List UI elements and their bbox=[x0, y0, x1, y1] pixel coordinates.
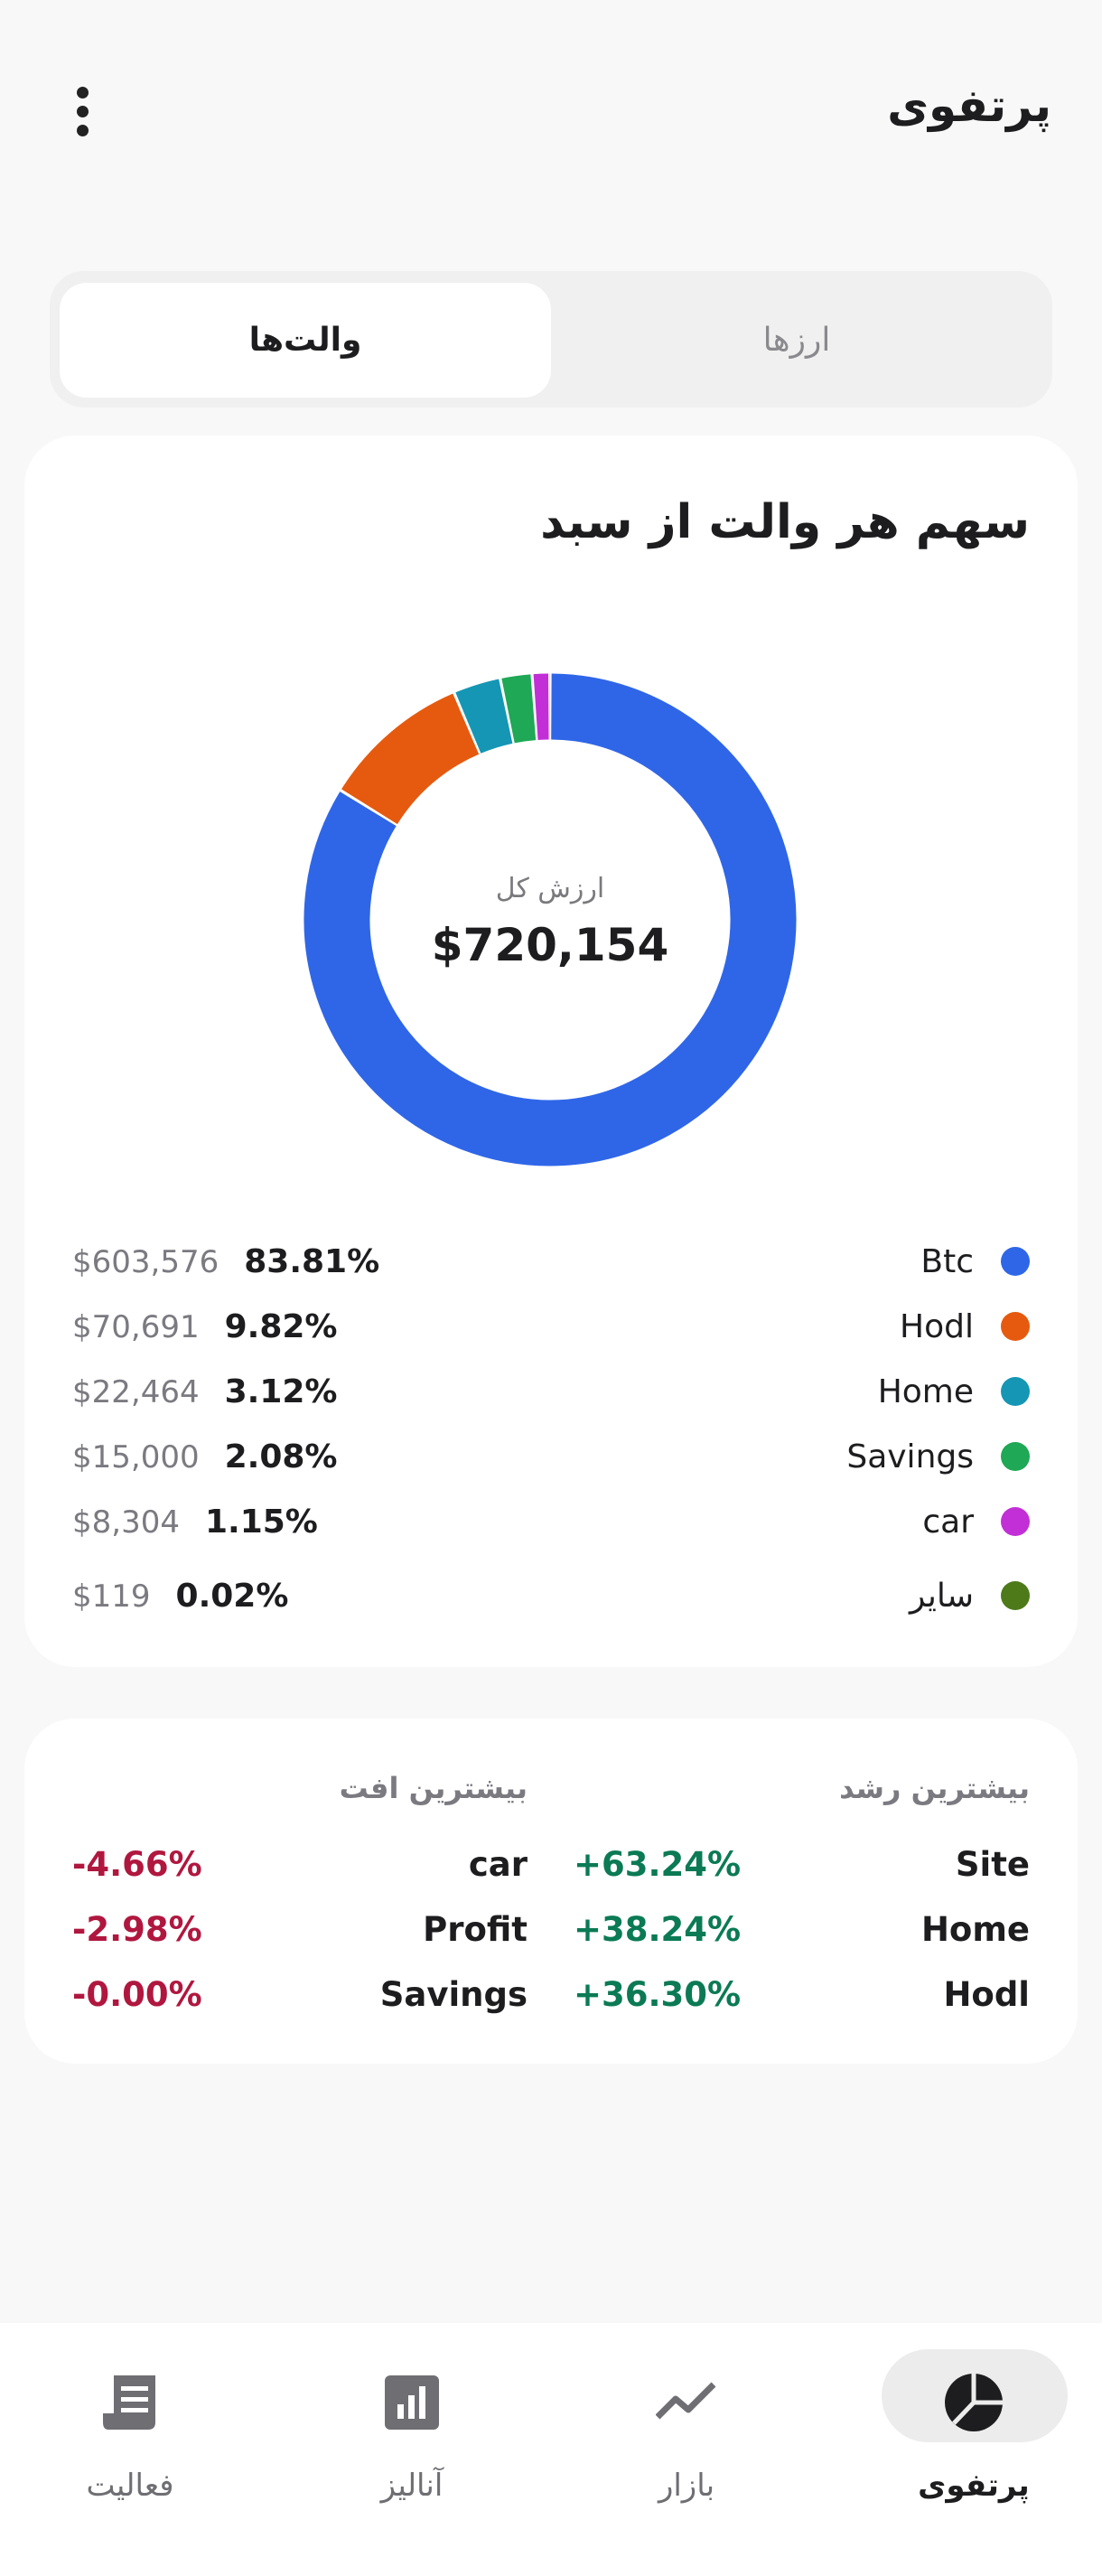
legend: $603,576 83.81% Btc $70,691 9.82% Hodl $22,464… bbox=[72, 1229, 1030, 1628]
tab-coins[interactable]: ارزها bbox=[762, 322, 831, 359]
legend-name: Btc bbox=[920, 1243, 1030, 1280]
movers-card bbox=[24, 1719, 1078, 2064]
wallet-share: 0.02% bbox=[175, 1577, 289, 1615]
tab-bar: والت‌ها ارزها bbox=[50, 271, 1052, 407]
gainer-change: +38.24% bbox=[574, 1910, 742, 1949]
loser-name: Savings bbox=[379, 1975, 528, 2014]
losers-title: بیشترین افت bbox=[339, 1771, 528, 1805]
legend-values: $15,000 2.08% bbox=[72, 1438, 338, 1475]
legend-name: سایر bbox=[910, 1578, 1030, 1615]
legend-name: Hodl bbox=[900, 1308, 1030, 1345]
total-value: $720,154 bbox=[431, 919, 669, 971]
card-title: سهم هر والت از سبد bbox=[540, 495, 1030, 549]
legend-row: $603,576 83.81% Btc bbox=[72, 1229, 1030, 1294]
total-label: ارزش کل bbox=[495, 873, 605, 904]
wallet-share: 2.08% bbox=[224, 1438, 338, 1475]
legend-dot bbox=[1001, 1442, 1030, 1471]
donut-segment bbox=[501, 674, 537, 744]
legend-dot bbox=[1001, 1312, 1030, 1341]
nav-market[interactable]: بازار bbox=[578, 2323, 795, 2576]
gainer-name: Hodl bbox=[943, 1975, 1030, 2014]
wallet-amount: $119 bbox=[72, 1578, 151, 1615]
legend-row: $22,464 3.12% Home bbox=[72, 1359, 1030, 1424]
wallet-amount: $8,304 bbox=[72, 1503, 180, 1541]
donut-segment bbox=[304, 673, 797, 1166]
nav-label: بازار bbox=[658, 2468, 715, 2504]
wallet-name: Home bbox=[877, 1372, 974, 1410]
menu-button[interactable] bbox=[72, 87, 92, 144]
wallet-name: Hodl bbox=[900, 1307, 974, 1345]
tab-wallets[interactable]: والت‌ها bbox=[60, 283, 551, 398]
loser-change: -0.00% bbox=[72, 1975, 202, 2014]
legend-values: $603,576 83.81% bbox=[72, 1243, 379, 1280]
wallet-name: Savings bbox=[846, 1438, 974, 1475]
legend-name: Savings bbox=[846, 1438, 1030, 1475]
legend-values: $22,464 3.12% bbox=[72, 1373, 338, 1410]
bottom-nav: پرتفوی بازار آنالیز فعالیت bbox=[0, 2323, 1102, 2576]
gainer-change: +36.30% bbox=[574, 1975, 742, 2014]
donut-segment bbox=[455, 679, 514, 754]
legend-dot bbox=[1001, 1247, 1030, 1276]
legend-name: car bbox=[922, 1503, 1030, 1541]
gainer-name: Home bbox=[920, 1910, 1030, 1949]
legend-name: Home bbox=[878, 1373, 1030, 1410]
wallet-amount: $22,464 bbox=[72, 1373, 200, 1410]
donut-segment bbox=[341, 693, 480, 825]
loser-change: -4.66% bbox=[72, 1845, 202, 1884]
analysis-icon bbox=[385, 2375, 439, 2430]
wallet-amount: $15,000 bbox=[72, 1438, 200, 1475]
donut-chart bbox=[304, 673, 797, 1166]
nav-label: پرتفوی bbox=[918, 2468, 1030, 2504]
wallet-share: 1.15% bbox=[204, 1503, 318, 1541]
wallet-share: 9.82% bbox=[224, 1307, 338, 1345]
nav-label: آنالیز bbox=[380, 2468, 444, 2504]
portfolio-icon bbox=[945, 2374, 1003, 2431]
legend-row: $8,304 1.15% car bbox=[72, 1489, 1030, 1554]
gainer-change: +63.24% bbox=[574, 1845, 742, 1884]
activity-icon bbox=[103, 2375, 155, 2430]
wallet-name: Btc bbox=[920, 1242, 974, 1280]
legend-dot bbox=[1001, 1377, 1030, 1406]
legend-values: $119 0.02% bbox=[72, 1578, 288, 1615]
legend-dot bbox=[1001, 1581, 1030, 1610]
wallet-amount: $70,691 bbox=[72, 1308, 200, 1345]
legend-row: $15,000 2.08% Savings bbox=[72, 1424, 1030, 1489]
wallet-name: car bbox=[922, 1503, 974, 1541]
legend-row: $70,691 9.82% Hodl bbox=[72, 1294, 1030, 1359]
legend-dot bbox=[1001, 1507, 1030, 1536]
nav-label: فعالیت bbox=[86, 2468, 174, 2504]
wallet-share: 3.12% bbox=[224, 1372, 338, 1410]
page-title: پرتفوی bbox=[887, 80, 1051, 132]
wallet-amount: $603,576 bbox=[72, 1243, 219, 1280]
loser-change: -2.98% bbox=[72, 1910, 202, 1949]
loser-name: Profit bbox=[423, 1910, 528, 1949]
gainers-title: بیشترین رشد bbox=[839, 1771, 1030, 1805]
nav-analysis[interactable]: آنالیز bbox=[304, 2323, 520, 2576]
market-icon bbox=[656, 2382, 716, 2420]
nav-portfolio[interactable]: پرتفوی bbox=[865, 2323, 1082, 2576]
legend-values: $8,304 1.15% bbox=[72, 1503, 318, 1541]
allocation-card bbox=[24, 436, 1078, 1667]
wallet-name: سایر bbox=[909, 1577, 974, 1615]
wallet-share: 83.81% bbox=[244, 1242, 380, 1280]
loser-name: car bbox=[468, 1845, 528, 1884]
nav-activity[interactable]: فعالیت bbox=[22, 2323, 238, 2576]
legend-values: $70,691 9.82% bbox=[72, 1308, 338, 1345]
legend-row: $119 0.02% سایر bbox=[72, 1563, 1030, 1628]
gainer-name: Site bbox=[955, 1845, 1030, 1884]
